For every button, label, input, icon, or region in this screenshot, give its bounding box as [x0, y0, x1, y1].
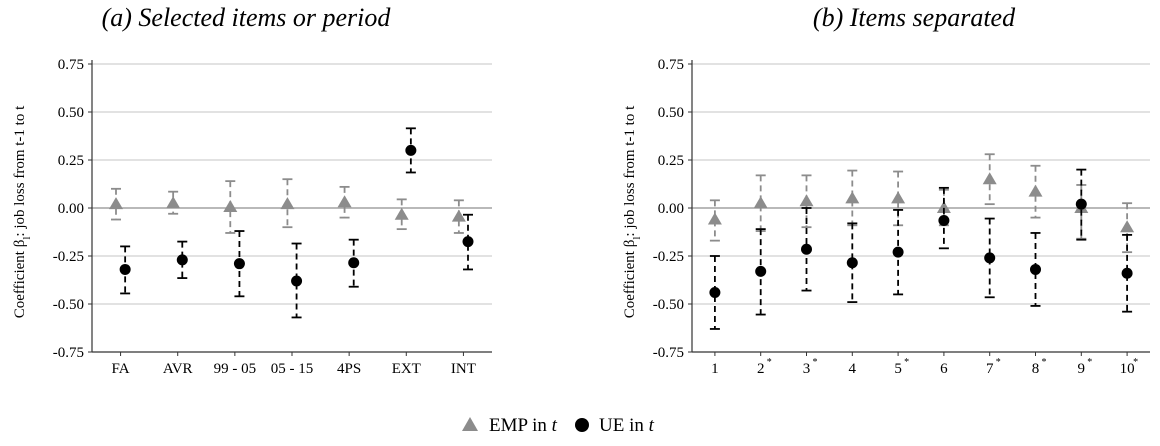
legend-ue-label: UE in t [599, 415, 655, 436]
panel-b-x-tick-label: 9 [1078, 361, 1086, 377]
panel-a-ue-point [462, 236, 474, 248]
panel-a-x-tick-label: EXT [392, 361, 421, 377]
panel-b-ue-point [846, 257, 858, 269]
panel-b-x-tick-label: 7 [986, 361, 994, 377]
panel-a-emp-point [223, 200, 238, 213]
panel-b-ue-point [984, 252, 996, 264]
panel-b-x-tick-label: 10 [1120, 361, 1135, 377]
panel-a-emp-point [394, 207, 409, 220]
panel-b-x-tick-label: 2 [757, 361, 765, 377]
panel-b-x-tick-label: 6 [940, 361, 948, 377]
panel-b-y-tick-label: -0.75 [653, 345, 684, 361]
panel-a-y-tick-label: 0.00 [58, 201, 84, 217]
panel-a-y-tick-label: 0.50 [58, 105, 84, 121]
panel-b-x-tick-label: 1 [711, 361, 719, 377]
panel-b-y-tick-label: 0.75 [658, 57, 684, 73]
panel-a-emp-point [109, 197, 123, 210]
panel-b-title: (b) Items separated [813, 3, 1016, 32]
panel-b-emp-point [707, 212, 722, 225]
panel-b-emp-point [1120, 220, 1135, 233]
panel-b-x-tick-star: * [1042, 357, 1047, 368]
panel-b-x-tick-label: 3 [803, 361, 811, 377]
panel-a-y-tick-label: 0.75 [58, 57, 84, 73]
panel-a-y-tick-label: 0.25 [58, 153, 84, 169]
panel-a: (a) Selected items or period Coefficient… [12, 3, 492, 377]
panel-b-ue-point [1030, 263, 1041, 275]
panel-b-ue-point [938, 214, 950, 226]
panel-b-x-tick-star: * [904, 357, 909, 368]
panel-b-y-tick-label: -0.50 [653, 297, 684, 313]
panel-b-ue-point [801, 243, 812, 255]
panel-a-emp-point [280, 197, 295, 210]
panel-b-emp-point [936, 201, 951, 213]
panel-b-x-tick-star: * [767, 357, 772, 368]
panel-b-emp-point [799, 194, 814, 207]
panel-a-emp-point [166, 196, 181, 209]
legend-ue-circle-marker [575, 418, 589, 432]
panel-b-ue-point [1121, 267, 1133, 279]
legend-emp-label: EMP in t [489, 415, 558, 436]
panel-b-emp-point [891, 191, 906, 204]
panel-b-y-tick-label: 0.50 [658, 105, 684, 121]
panel-b-y-tick-label: -0.25 [653, 249, 684, 265]
panel-a-y-tick-label: -0.75 [53, 345, 84, 361]
panel-b-emp-point [845, 191, 860, 204]
panel-a-x-tick-label: 4PS [337, 361, 361, 377]
panel-a-ue-point [233, 258, 245, 270]
panel-b-y-tick-label: 0.00 [658, 201, 684, 217]
panel-b-ue-point [755, 265, 767, 277]
panel-b-ue-point [1075, 198, 1087, 210]
panel-b-x-tick-star: * [813, 357, 818, 368]
panel-b-emp-point [1028, 184, 1043, 197]
panel-a-x-tick-label: 05 - 15 [271, 361, 314, 377]
panel-a-x-tick-label: AVR [163, 361, 193, 377]
panel-b-x-tick-label: 8 [1032, 361, 1040, 377]
panel-b-emp-point [753, 196, 768, 209]
panel-a-ue-point [176, 254, 188, 266]
panel-a-x-tick-label: FA [112, 361, 130, 377]
panel-a-ue-point [119, 263, 131, 275]
panel-a-ue-point [348, 257, 360, 269]
panel-b-x-tick-star: * [1087, 357, 1092, 368]
panel-b-x-tick-label: 4 [849, 361, 857, 377]
panel-b-y-axis-label: Coefficient βl: job loss from t-1 to t [622, 105, 643, 318]
panel-a-ue-point [405, 144, 417, 156]
panel-b-x-tick-star: * [996, 357, 1001, 368]
panel-b-x-tick-star: * [1133, 357, 1138, 368]
panel-b-emp-point [982, 172, 997, 185]
panel-b-y-tick-label: 0.25 [658, 153, 684, 169]
panel-b-ue-point [709, 286, 721, 298]
legend-emp-triangle-marker [462, 417, 478, 431]
panel-a-y-tick-label: -0.50 [53, 297, 84, 313]
panel-a-x-tick-label: 99 - 05 [214, 361, 257, 377]
panel-a-x-tick-label: INT [451, 361, 476, 377]
panel-a-emp-point [451, 209, 466, 222]
panel-a-title: (a) Selected items or period [102, 3, 392, 32]
panel-a-emp-point [337, 195, 352, 208]
panel-a-ue-point [291, 275, 303, 287]
legend: EMP in t UE in t [462, 415, 655, 436]
panel-a-y-tick-label: -0.25 [53, 249, 84, 265]
panel-a-y-axis-label: Coefficient βl: job loss from t-1 to t [12, 105, 33, 318]
panel-b-x-tick-label: 5 [894, 361, 902, 377]
panel-b: (b) Items separated Coefficient βl: job … [622, 3, 1150, 377]
panel-b-ue-point [892, 246, 904, 258]
